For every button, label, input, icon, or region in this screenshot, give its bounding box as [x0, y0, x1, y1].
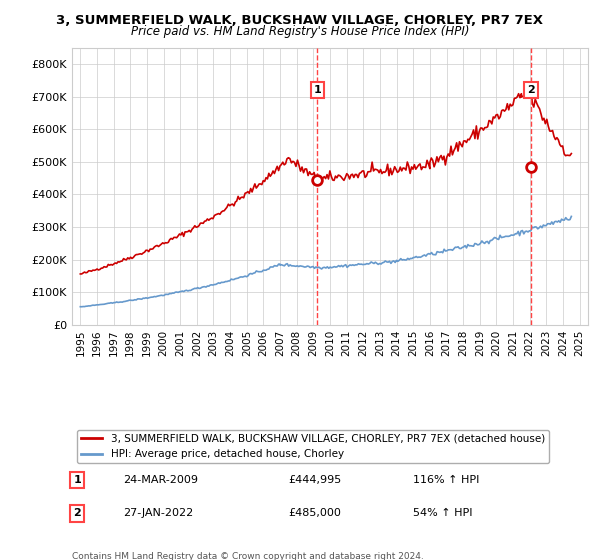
Text: Contains HM Land Registry data © Crown copyright and database right 2024.
This d: Contains HM Land Registry data © Crown c… [72, 552, 424, 560]
Text: 24-MAR-2009: 24-MAR-2009 [124, 475, 199, 485]
Text: 2: 2 [527, 85, 535, 95]
Text: 1: 1 [313, 85, 321, 95]
Text: Price paid vs. HM Land Registry's House Price Index (HPI): Price paid vs. HM Land Registry's House … [131, 25, 469, 38]
Legend: 3, SUMMERFIELD WALK, BUCKSHAW VILLAGE, CHORLEY, PR7 7EX (detached house), HPI: A: 3, SUMMERFIELD WALK, BUCKSHAW VILLAGE, C… [77, 430, 549, 463]
Text: 54% ↑ HPI: 54% ↑ HPI [413, 508, 472, 519]
Text: 116% ↑ HPI: 116% ↑ HPI [413, 475, 479, 485]
Text: £444,995: £444,995 [289, 475, 342, 485]
Text: 1: 1 [73, 475, 81, 485]
Text: 3, SUMMERFIELD WALK, BUCKSHAW VILLAGE, CHORLEY, PR7 7EX: 3, SUMMERFIELD WALK, BUCKSHAW VILLAGE, C… [56, 14, 544, 27]
Text: 27-JAN-2022: 27-JAN-2022 [124, 508, 194, 519]
Text: 2: 2 [73, 508, 81, 519]
Text: £485,000: £485,000 [289, 508, 341, 519]
